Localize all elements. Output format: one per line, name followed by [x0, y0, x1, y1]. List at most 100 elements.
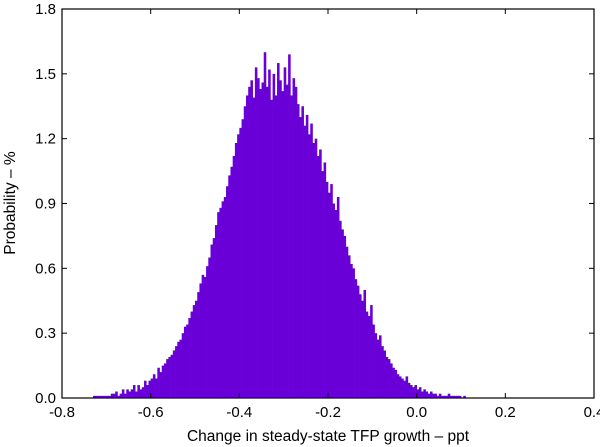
histogram-bar — [288, 54, 291, 398]
histogram-bar — [463, 395, 466, 398]
histogram-bar — [308, 134, 311, 398]
histogram-bars — [93, 52, 466, 399]
histogram-bar — [345, 246, 349, 398]
y-tick-label: 1.5 — [35, 66, 56, 83]
histogram-bar — [148, 380, 152, 398]
histogram-bar — [370, 305, 373, 398]
histogram-bar — [314, 138, 318, 399]
histogram-bar — [330, 184, 333, 398]
histogram-bar — [201, 274, 205, 398]
histogram-bar — [214, 225, 218, 398]
histogram-bar — [250, 80, 253, 398]
histogram-bar — [434, 393, 437, 398]
histogram-bar — [166, 359, 169, 398]
histogram-bar — [128, 391, 132, 398]
histogram-bar — [188, 318, 191, 398]
histogram-bar — [268, 69, 271, 398]
histogram-bar — [146, 385, 149, 398]
histogram-bar — [99, 395, 103, 398]
histogram-bar — [361, 300, 364, 398]
histogram-bar — [197, 292, 200, 398]
histogram-bar — [363, 289, 367, 398]
histogram-bar — [203, 276, 207, 398]
histogram-bar — [436, 395, 440, 398]
histogram-bar — [328, 192, 331, 398]
histogram-bar — [179, 339, 183, 398]
y-tick-label: 0.6 — [35, 260, 56, 277]
histogram-bar — [121, 389, 125, 398]
histogram-bar — [157, 367, 160, 398]
histogram-bar — [407, 382, 411, 398]
histogram-bar — [248, 86, 251, 399]
histogram-bar — [106, 395, 109, 398]
histogram-bar — [392, 367, 395, 398]
histogram-bar — [365, 311, 369, 398]
histogram-bar — [429, 391, 433, 398]
x-tick-label: -0.6 — [138, 404, 164, 421]
histogram-bar — [252, 97, 256, 399]
histogram-bar — [175, 346, 178, 398]
histogram-bar — [130, 389, 134, 398]
histogram-bar — [228, 175, 231, 398]
histogram-bar — [135, 391, 138, 398]
histogram-bar — [208, 257, 211, 398]
histogram-bar — [378, 335, 382, 398]
histogram-bar — [263, 52, 267, 398]
histogram-bar — [445, 395, 449, 398]
histogram-bar — [294, 86, 298, 399]
x-tick-label: -0.2 — [315, 404, 341, 421]
histogram-bar — [423, 389, 426, 398]
histogram-bar — [290, 95, 293, 398]
histogram-bar — [387, 359, 391, 398]
plot-frame — [61, 8, 595, 399]
histogram-bar — [447, 393, 451, 398]
histogram-bar — [232, 155, 236, 398]
histogram-bar — [412, 387, 415, 398]
x-tick-label: -0.4 — [226, 404, 252, 421]
histogram-bar — [170, 354, 174, 398]
histogram-bar — [112, 393, 116, 398]
histogram-bar — [212, 238, 216, 398]
histogram-bar — [396, 374, 400, 398]
histogram-bar — [354, 279, 358, 398]
histogram-bar — [321, 171, 324, 398]
histogram-bar — [217, 212, 220, 398]
histogram-bar — [199, 283, 202, 398]
histogram-bar — [257, 78, 260, 398]
histogram-bar — [456, 395, 460, 398]
histogram-bar — [347, 255, 351, 398]
y-tick-label: 0.3 — [35, 325, 56, 342]
histogram-bar — [385, 356, 389, 398]
histogram-bar — [181, 333, 185, 398]
histogram-bar — [245, 95, 249, 398]
histogram-bar — [441, 395, 444, 398]
histogram-bar — [190, 311, 194, 398]
histogram-bar — [281, 91, 285, 399]
histogram-bar — [372, 324, 375, 398]
histogram-bar — [305, 114, 309, 398]
y-tick-label: 1.2 — [35, 131, 56, 148]
histogram-bar — [319, 149, 322, 398]
histogram-bar — [452, 395, 455, 398]
histogram-bar — [458, 395, 462, 398]
histogram-bar — [303, 125, 307, 398]
histogram-bar — [414, 385, 418, 398]
histogram-bar — [403, 380, 406, 398]
x-tick-label: 0.0 — [406, 404, 427, 421]
histogram-bar — [195, 300, 198, 398]
histogram-bar — [299, 117, 302, 398]
histogram-bar — [367, 315, 371, 398]
x-tick-label: 0.2 — [495, 404, 516, 421]
x-axis-label: Change in steady-state TFP growth – ppt — [187, 428, 470, 445]
histogram-bar — [418, 387, 422, 398]
histogram-bar — [425, 391, 429, 398]
histogram-bar — [101, 395, 105, 398]
histogram-bar — [150, 378, 154, 398]
histogram-bar — [237, 134, 240, 398]
histogram-bar — [230, 166, 234, 398]
histogram-bar — [168, 356, 171, 398]
histogram-bar — [336, 197, 340, 398]
histogram-bar — [221, 201, 225, 398]
histogram-bar — [374, 333, 378, 398]
